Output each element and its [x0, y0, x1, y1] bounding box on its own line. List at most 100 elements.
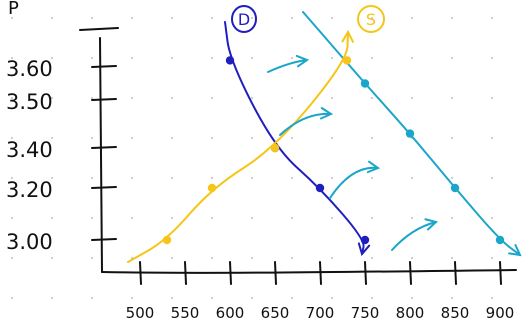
x-tick-mark [184, 261, 187, 285]
grid-dot [370, 56, 374, 60]
series-arrowhead [357, 242, 371, 257]
grid-dot [210, 16, 214, 20]
y-tick-label: 3.60 [6, 57, 53, 81]
grid-dot [450, 56, 454, 60]
x-tick-label: 600 [216, 304, 245, 322]
y-tick-mark [91, 65, 117, 68]
grid-dot [330, 256, 334, 260]
grid-dot [490, 136, 494, 140]
grid-dot [10, 136, 14, 140]
grid-dot [290, 96, 294, 100]
x-tick-label: 500 [126, 304, 155, 322]
grid-dot [250, 256, 254, 260]
grid-dot [90, 216, 94, 220]
grid-dot [410, 256, 414, 260]
grid-dot [410, 296, 414, 300]
series-arrowhead [341, 29, 354, 43]
data-point [405, 129, 415, 138]
axis-top-label: P [8, 0, 19, 19]
grid-dot [250, 216, 254, 220]
grid-dot [130, 16, 134, 20]
grid-dot [10, 56, 14, 60]
data-point [207, 183, 217, 193]
grid-dot [450, 136, 454, 140]
grid-dot [50, 216, 54, 220]
grid-dot [370, 16, 374, 20]
grid-dot [170, 176, 174, 180]
x-tick-label: 550 [171, 304, 200, 322]
grid-dot [50, 96, 54, 100]
grid-dot [410, 16, 414, 20]
x-tick-label: 700 [306, 304, 335, 322]
grid-dot [490, 216, 494, 220]
grid-dot [90, 56, 94, 60]
grid-dot [170, 296, 174, 300]
curve-labels: D S [231, 5, 385, 33]
y-axis-top-mark [79, 27, 119, 31]
grid-dot [330, 136, 334, 140]
data-point [360, 79, 370, 88]
grid-dot [290, 256, 294, 260]
dot-grid [10, 16, 494, 300]
x-tick-label: 750 [351, 304, 380, 322]
x-tick-mark [499, 261, 502, 285]
y-tick-label: 3.00 [6, 230, 53, 254]
data-point [270, 143, 280, 153]
grid-dot [10, 296, 14, 300]
shift-arrow [267, 59, 308, 73]
shift-arrow [329, 166, 379, 199]
grid-dot [330, 56, 334, 60]
grid-dot [130, 176, 134, 180]
grid-dot [90, 16, 94, 20]
x-tick-label: 850 [441, 304, 470, 322]
series-arrowhead [508, 243, 522, 257]
data-point [360, 235, 370, 245]
x-tick-mark [409, 261, 412, 285]
grid-dot [450, 16, 454, 20]
x-tick-mark [454, 261, 457, 285]
grid-dot [210, 56, 214, 60]
demand-label: D [238, 10, 250, 29]
grid-dot [50, 16, 54, 20]
grid-dot [250, 96, 254, 100]
grid-dot [210, 256, 214, 260]
y-tick-label: 3.50 [6, 90, 53, 114]
grid-dot [10, 96, 14, 100]
grid-dot [490, 296, 494, 300]
x-tick-mark [274, 261, 277, 285]
y-ticks: 3.00 3.20 3.40 3.50 3.60 [6, 57, 117, 254]
grid-dot [250, 56, 254, 60]
grid-dot [290, 56, 294, 60]
grid-dot [250, 16, 254, 20]
grid-dot [170, 16, 174, 20]
grid-dot [130, 96, 134, 100]
grid-dot [410, 56, 414, 60]
grid-dot [330, 16, 334, 20]
grid-dot [210, 296, 214, 300]
grid-dot [170, 216, 174, 220]
grid-dot [90, 176, 94, 180]
grid-dot [90, 256, 94, 260]
grid-dot [50, 136, 54, 140]
demand-label-circle [231, 5, 257, 33]
shift-arrowhead [366, 160, 381, 174]
data-point [225, 56, 235, 65]
data-point [450, 183, 460, 193]
grid-dot [410, 176, 414, 180]
grid-dot [10, 16, 14, 20]
grid-dot [210, 96, 214, 100]
axes: P [8, 0, 517, 274]
grid-dot [210, 176, 214, 180]
x-ticks: 500 550 600 650 700 750 800 850 900 [126, 261, 514, 322]
series-line-s [302, 11, 521, 256]
grid-dot [210, 216, 214, 220]
x-tick-label: 800 [396, 304, 425, 322]
grid-dot [490, 56, 494, 60]
y-tick-label: 3.20 [6, 178, 53, 202]
grid-dot [450, 216, 454, 220]
y-axis [99, 37, 103, 273]
shift-arrow [391, 221, 437, 251]
grid-dot [130, 136, 134, 140]
grid-dot [130, 216, 134, 220]
